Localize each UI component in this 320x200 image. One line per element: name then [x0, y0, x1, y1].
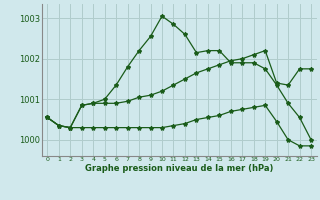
X-axis label: Graphe pression niveau de la mer (hPa): Graphe pression niveau de la mer (hPa): [85, 164, 273, 173]
